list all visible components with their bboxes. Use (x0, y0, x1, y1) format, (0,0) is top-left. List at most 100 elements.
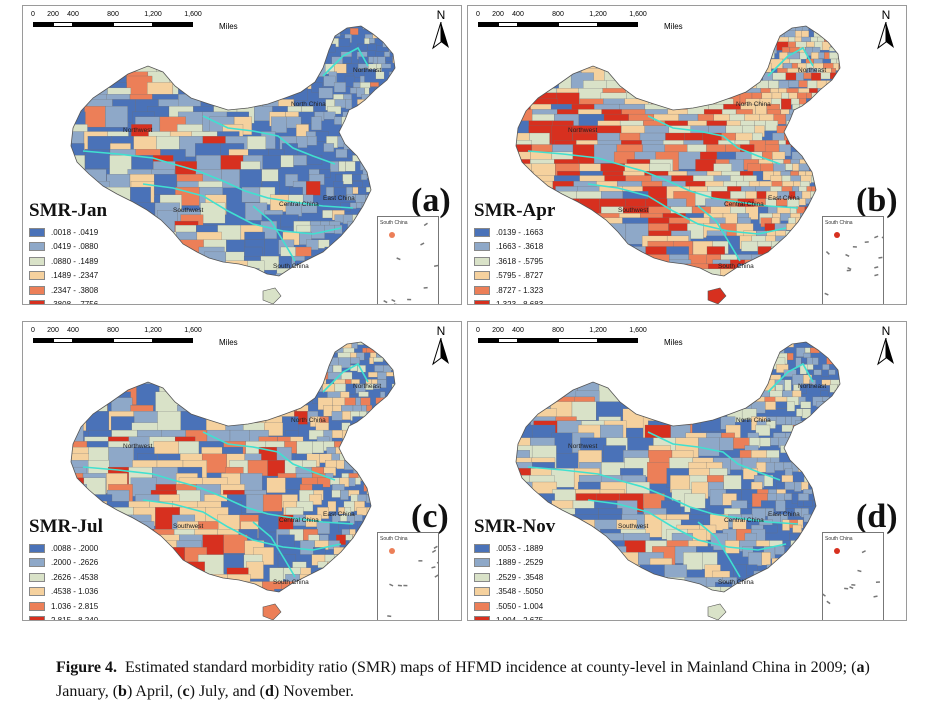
county (71, 169, 85, 191)
county (156, 268, 180, 276)
county (816, 113, 821, 121)
county (824, 186, 833, 193)
scale-segment (33, 338, 53, 343)
county (295, 56, 309, 68)
county (173, 588, 195, 592)
county (353, 239, 360, 246)
county (297, 26, 314, 39)
county (87, 379, 109, 400)
county (262, 494, 283, 512)
county (175, 603, 201, 621)
county (228, 596, 247, 612)
county (736, 364, 752, 378)
island-mark (433, 545, 438, 549)
county (384, 477, 390, 483)
county (342, 174, 353, 185)
island-mark (849, 586, 854, 590)
county (376, 124, 383, 132)
county (108, 514, 132, 537)
county (809, 299, 815, 305)
county (346, 136, 353, 146)
county (350, 357, 360, 364)
county (714, 347, 734, 362)
county (711, 342, 727, 356)
county (371, 26, 380, 32)
county (335, 255, 346, 268)
county (399, 405, 404, 411)
county (813, 369, 822, 376)
county (516, 163, 532, 184)
county (831, 445, 840, 455)
legend: SMR-Jul .0088 - .2000.2000 - .2626.2626 -… (29, 516, 103, 620)
county (274, 588, 292, 592)
county (290, 268, 305, 276)
county (556, 303, 578, 305)
county (355, 397, 361, 407)
county (335, 149, 348, 158)
county (382, 507, 390, 516)
county (755, 303, 766, 305)
county (276, 268, 292, 276)
county (516, 62, 530, 83)
county (774, 292, 782, 302)
county (173, 287, 198, 305)
county (723, 364, 738, 381)
county (813, 170, 820, 181)
county (617, 564, 641, 584)
county (376, 174, 387, 179)
county (666, 390, 689, 409)
county (375, 111, 385, 120)
island-mark (864, 241, 869, 243)
legend-class-label: .8727 - 1.323 (496, 285, 544, 295)
county (278, 28, 297, 45)
county (846, 433, 856, 442)
county (353, 82, 361, 88)
county (367, 477, 376, 485)
county (311, 116, 322, 131)
county (690, 593, 708, 608)
county (393, 441, 395, 448)
county (194, 71, 218, 95)
county (816, 80, 827, 90)
county (796, 230, 808, 238)
county (597, 609, 622, 621)
county (772, 151, 786, 160)
county (775, 586, 789, 592)
county (583, 602, 605, 621)
county (823, 468, 830, 475)
county (693, 26, 714, 39)
county (829, 125, 835, 133)
county (738, 62, 750, 75)
county (337, 574, 350, 583)
county (387, 347, 394, 353)
county (783, 602, 794, 611)
county (847, 81, 855, 87)
scale-tick-label: 800 (552, 327, 564, 334)
county (131, 554, 156, 574)
county (738, 268, 753, 276)
county (776, 493, 785, 502)
county (109, 596, 135, 616)
county (155, 540, 177, 563)
county (778, 342, 787, 348)
county (844, 468, 851, 475)
county (266, 477, 286, 493)
county (574, 268, 599, 276)
county (689, 374, 709, 393)
county (754, 292, 764, 303)
county (555, 246, 582, 267)
inset-label: South China (825, 220, 853, 226)
county (369, 357, 374, 365)
county (303, 293, 314, 304)
county (577, 240, 602, 264)
county (272, 38, 290, 52)
county (349, 529, 356, 535)
county (646, 374, 668, 395)
county (763, 299, 774, 305)
county (353, 273, 360, 276)
county (197, 51, 224, 71)
scale-tick-label: 1,200 (144, 11, 162, 18)
legend-class-label: .0088 - .2000 (51, 543, 99, 553)
county (835, 92, 840, 100)
county (319, 169, 331, 178)
